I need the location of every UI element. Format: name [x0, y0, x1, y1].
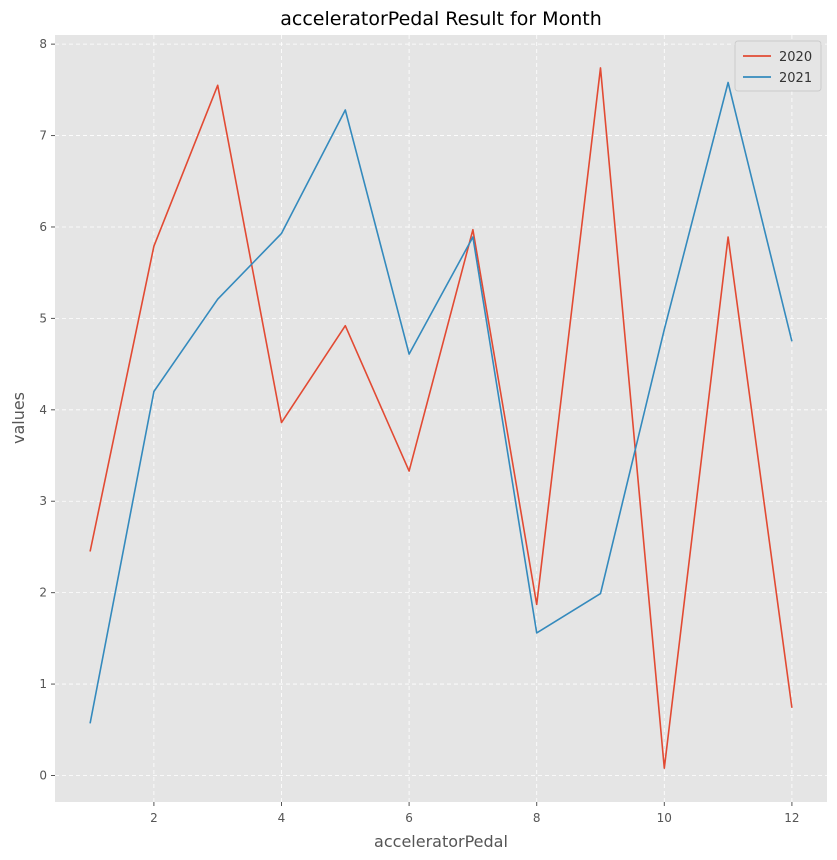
y-tick-label: 4	[39, 403, 47, 417]
x-tick-label: 2	[150, 811, 158, 825]
y-tick-label: 5	[39, 311, 47, 325]
y-axis-label: values	[9, 392, 28, 444]
legend-label: 2020	[779, 50, 812, 65]
y-tick-label: 1	[39, 677, 47, 691]
series-line-2020	[89, 67, 793, 770]
x-tick-label: 6	[405, 811, 413, 825]
chart-title: acceleratorPedal Result for Month	[280, 8, 602, 30]
y-tick-label: 3	[39, 494, 47, 508]
y-tick-label: 2	[39, 586, 47, 600]
legend-label: 2021	[779, 71, 812, 86]
grid	[55, 35, 827, 802]
y-tick-label: 0	[39, 768, 47, 782]
x-tick-label: 12	[784, 811, 799, 825]
y-tick-label: 7	[39, 129, 47, 143]
series-line-2021	[89, 81, 793, 724]
y-axis-ticks: 0 1 2 3 4 5 6 7 8	[39, 37, 55, 782]
plot-background	[55, 35, 827, 802]
x-tick-label: 10	[657, 811, 672, 825]
legend-box	[734, 40, 822, 92]
y-tick-label: 6	[39, 220, 47, 234]
x-axis-label: acceleratorPedal	[374, 832, 508, 851]
legend: 2020 2021	[734, 40, 822, 92]
x-axis-ticks: 2 4 6 8 10 12	[150, 802, 800, 825]
x-tick-label: 4	[278, 811, 286, 825]
y-tick-label: 8	[39, 37, 47, 51]
x-tick-label: 8	[533, 811, 541, 825]
series-lines	[89, 67, 793, 770]
